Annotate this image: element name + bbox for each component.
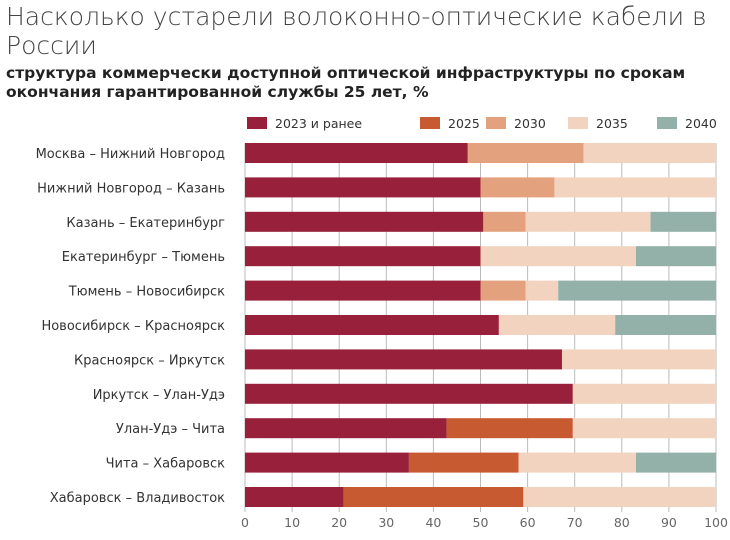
bar-segment: [615, 315, 716, 335]
legend-swatch: [420, 117, 440, 129]
bar-segment: [572, 418, 716, 439]
category-label: Москва – Нижний Новгород: [36, 147, 225, 162]
x-tick-label: 50: [473, 515, 489, 530]
legend-swatch: [657, 117, 677, 129]
bar-segment: [583, 143, 716, 163]
bar-segment: [554, 177, 716, 198]
bar-segment: [483, 211, 526, 232]
bar-segment: [525, 280, 559, 301]
bar-segment: [245, 280, 481, 301]
legend-label: 2035: [596, 116, 628, 131]
bar-segment: [467, 143, 584, 163]
bar-segment: [635, 246, 716, 267]
bar-segment: [245, 418, 447, 439]
bar-segment: [245, 211, 484, 232]
legend-label: 2023 и ранее: [275, 116, 362, 131]
bar-segment: [480, 280, 526, 301]
category-label: Иркутск – Улан-Удэ: [93, 388, 225, 403]
x-tick-label: 70: [567, 515, 583, 530]
bar-segment: [343, 487, 524, 507]
bar-segment: [523, 487, 716, 507]
legend-label: 2030: [514, 116, 546, 131]
legend-label: 2040: [685, 116, 717, 131]
category-label: Тюмень – Новосибирск: [68, 285, 225, 300]
chart-title: Насколько устарели волоконно-оптические …: [6, 2, 707, 60]
bar-segment: [498, 315, 616, 335]
category-label: Новосибирск – Красноярск: [41, 319, 225, 334]
category-label: Нижний Новгород – Казань: [37, 181, 225, 196]
x-tick-label: 10: [284, 515, 300, 530]
x-tick-label: 80: [614, 515, 630, 530]
x-tick-label: 0: [241, 515, 249, 530]
bar-segment: [558, 280, 716, 301]
bar-segment: [245, 143, 468, 163]
x-tick-label: 100: [704, 515, 728, 530]
bar-segment: [518, 452, 636, 473]
legend-swatch: [486, 117, 506, 129]
category-label: Екатеринбург – Тюмень: [62, 250, 225, 265]
bar-segment: [480, 177, 555, 198]
bar-segment: [525, 211, 651, 232]
legend-swatch: [568, 117, 588, 129]
bar-segment: [408, 452, 519, 473]
bar-segment: [572, 383, 716, 404]
x-tick-label: 30: [378, 515, 394, 530]
bar-segment: [245, 246, 481, 267]
category-label: Казань – Екатеринбург: [66, 216, 225, 231]
legend-swatch: [247, 117, 267, 129]
legend-label: 2025: [448, 116, 480, 131]
bar-segment: [245, 452, 409, 473]
bar-segment: [650, 211, 716, 232]
bar-segment: [245, 177, 481, 198]
bar-segment: [446, 418, 573, 439]
bar-segment: [561, 349, 716, 370]
category-label: Улан-Удэ – Чита: [116, 422, 225, 437]
bar-segment: [635, 452, 716, 473]
bar-segment: [245, 315, 499, 335]
category-label: Хабаровск – Владивосток: [50, 491, 225, 506]
x-tick-label: 60: [520, 515, 536, 530]
bar-segment: [245, 383, 573, 404]
category-label: Красноярск – Иркутск: [74, 353, 225, 368]
x-tick-label: 20: [331, 515, 347, 530]
chart-subtitle: структура коммерчески доступной оптическ…: [6, 64, 686, 101]
x-tick-label: 90: [661, 515, 677, 530]
category-label: Чита – Хабаровск: [106, 457, 226, 472]
x-tick-label: 40: [425, 515, 441, 530]
bar-segment: [480, 246, 636, 267]
bar-segment: [245, 349, 562, 370]
bar-segment: [245, 487, 344, 507]
